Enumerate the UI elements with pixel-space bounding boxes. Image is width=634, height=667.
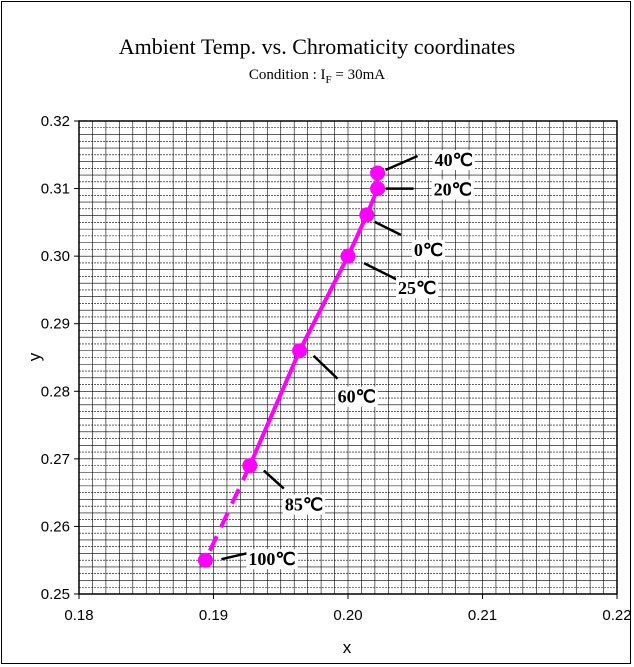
data-point [340, 248, 356, 264]
y-tick-label: 0.27 [41, 451, 70, 468]
chart-title: Ambient Temp. vs. Chromaticity coordinat… [119, 34, 515, 59]
annotation-label-bg [432, 150, 475, 171]
annotation-label-bg [396, 278, 439, 299]
annotation-label-bg [431, 179, 474, 200]
y-tick-label: 0.30 [41, 248, 70, 265]
annotation-label: 60℃ [338, 387, 376, 407]
subtitle-suffix: = 30mA [332, 67, 386, 83]
annotation-leader [221, 551, 248, 561]
data-point [292, 343, 308, 359]
annotation-leader [374, 220, 402, 237]
y-tick-label: 0.32 [41, 113, 70, 130]
annotation-leader [312, 354, 339, 380]
y-axis-ticks: 0.25 0.26 0.27 0.28 0.29 0.30 0.31 0.32 [41, 113, 79, 603]
annotation-label-bg [282, 494, 326, 515]
annotation-label-bg [246, 549, 298, 570]
annotation-leader [363, 262, 399, 282]
x-tick-label: 0.22 [602, 607, 631, 624]
subtitle-prefix: Condition : I [249, 67, 326, 83]
data-point [197, 552, 213, 568]
data-series [197, 165, 386, 568]
data-point [242, 458, 258, 474]
subtitle-subscript: F [326, 74, 332, 86]
annotation-label: 0℃ [414, 240, 443, 260]
x-tick-label: 0.20 [333, 607, 362, 624]
series-line-dashed [203, 464, 252, 562]
y-axis-label: y [25, 352, 44, 361]
annotation-label: 25℃ [398, 278, 436, 298]
annotation-leader [262, 469, 285, 490]
y-tick-label: 0.31 [41, 181, 70, 198]
annotation-label: 100℃ [248, 549, 295, 569]
series-line-solid [247, 173, 380, 467]
grid [79, 121, 617, 594]
x-tick-label: 0.18 [64, 607, 93, 624]
data-point [359, 207, 375, 223]
annotation-label: 40℃ [435, 150, 473, 170]
data-point [370, 165, 386, 181]
x-axis-ticks: 0.18 0.19 0.20 0.21 0.22 [64, 594, 632, 624]
annotation-label: 20℃ [434, 180, 472, 200]
y-tick-label: 0.25 [41, 586, 70, 603]
annotation-label: 85℃ [285, 495, 323, 515]
x-axis-label: x [343, 638, 352, 657]
annotation-leader [385, 154, 419, 172]
data-point [370, 181, 386, 197]
y-tick-label: 0.26 [41, 518, 70, 535]
annotation-label-bg [411, 239, 446, 260]
y-tick-label: 0.28 [41, 383, 70, 400]
chart-subtitle: Condition : IF = 30mA [249, 67, 385, 86]
annotation-label-bg [335, 386, 378, 407]
annotations: 40℃ 20℃ 0℃ 25℃ 60℃ 85℃ 100℃ [221, 150, 475, 570]
x-tick-label: 0.19 [199, 607, 228, 624]
y-tick-label: 0.29 [41, 316, 70, 333]
x-tick-label: 0.21 [468, 607, 497, 624]
